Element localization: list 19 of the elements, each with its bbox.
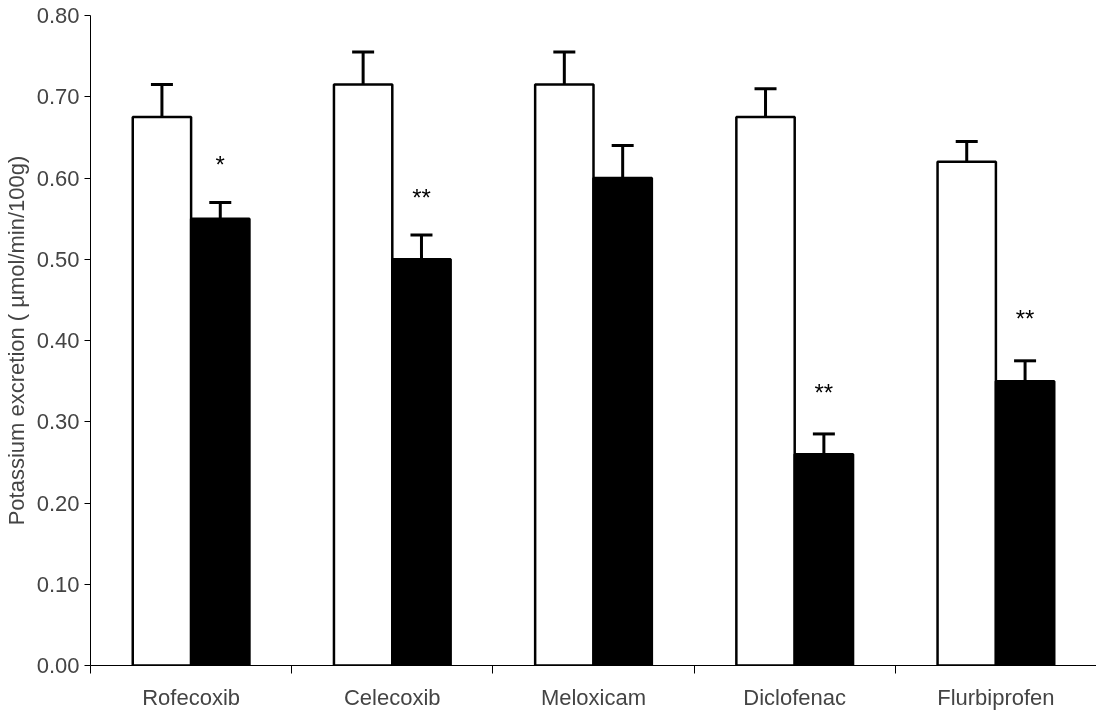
y-tick-label: 0.00 [36,653,80,678]
y-tick-label: 0.80 [36,3,80,28]
x-tick-label: Diclofenac [743,684,847,710]
y-tick-label: 0.30 [36,409,80,435]
x-tick-label: Rofecoxib [142,684,241,710]
y-tick-label: 0.50 [36,246,80,272]
annotation: ** [814,378,834,406]
annotation: * [215,151,225,178]
y-tick-label: 0.70 [36,84,80,110]
x-tick-label: Meloxicam [540,684,647,710]
y-tick-label: 0.40 [36,328,80,353]
x-tick-label: Celecoxib [344,684,441,710]
y-axis-title: Potassium excretion ( µmol/min/100g) [3,155,29,526]
y-tick-label: 0.60 [36,165,80,191]
x-tick-label: Flurbiprofen [937,684,1055,710]
y-tick-label: 0.20 [36,490,80,516]
annotation: ** [1015,305,1035,333]
y-tick-label: 0.10 [36,571,80,597]
annotation: ** [412,183,431,211]
